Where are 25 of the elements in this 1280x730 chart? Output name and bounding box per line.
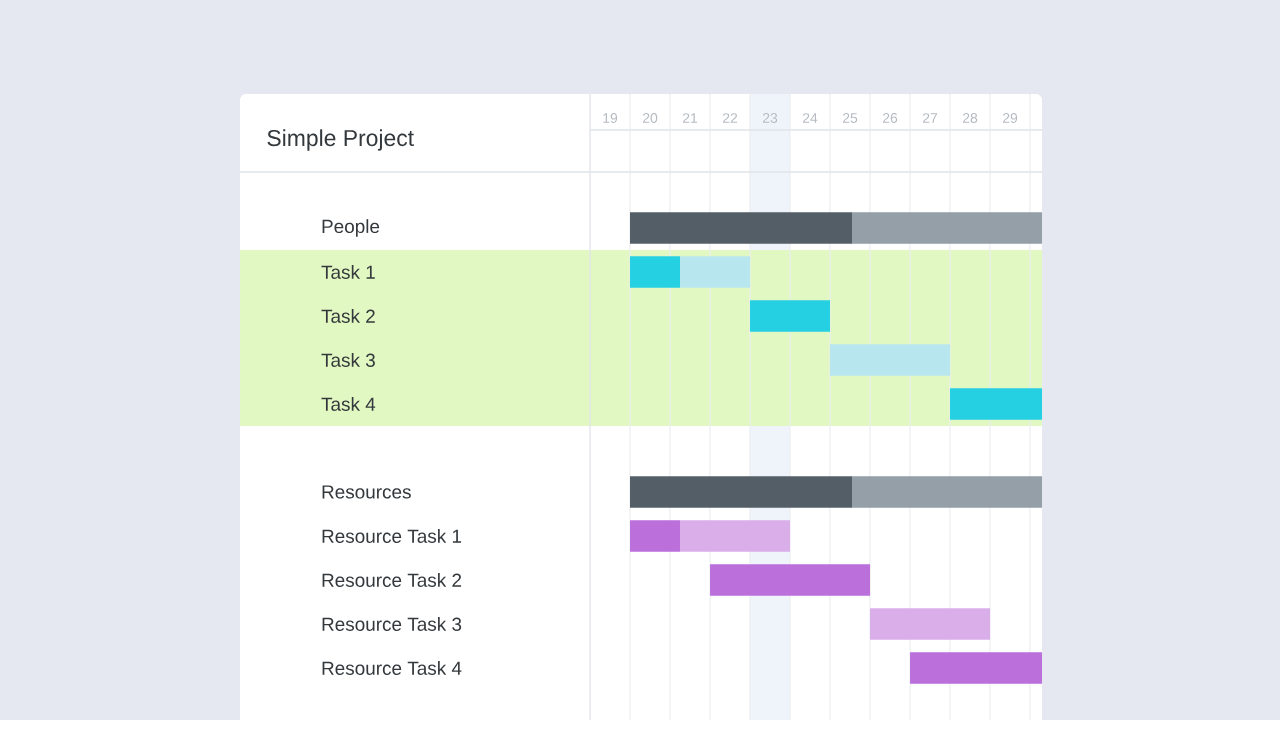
bar [680, 256, 751, 288]
y-tick-label: Resource Task 3 [322, 617, 462, 631]
bar [680, 520, 791, 552]
bar [852, 212, 1043, 244]
y-tick-label: Task 1 [321, 265, 375, 279]
bar [830, 344, 951, 376]
bar [630, 520, 681, 552]
y-tick-label: Resource Task 1 [322, 529, 462, 543]
y-tick-label: Task 3 [321, 353, 375, 367]
bar [630, 476, 853, 508]
y-tick-label: Resources [322, 485, 411, 499]
y-tick-label: People [322, 219, 380, 237]
y-tick-label: Resource Task 2 [322, 573, 462, 587]
bar [870, 608, 991, 640]
bar [950, 388, 1043, 420]
bar [852, 476, 1043, 508]
bar [750, 300, 831, 332]
y-tick-label: Task 2 [321, 309, 375, 323]
bar [630, 256, 681, 288]
bar [710, 564, 871, 596]
y-tick-label: Task 4 [321, 397, 376, 411]
bar [630, 212, 853, 244]
bar [910, 652, 1043, 684]
text: Simple Project [267, 129, 414, 151]
y-tick-label: Resource Task 4 [322, 661, 462, 675]
